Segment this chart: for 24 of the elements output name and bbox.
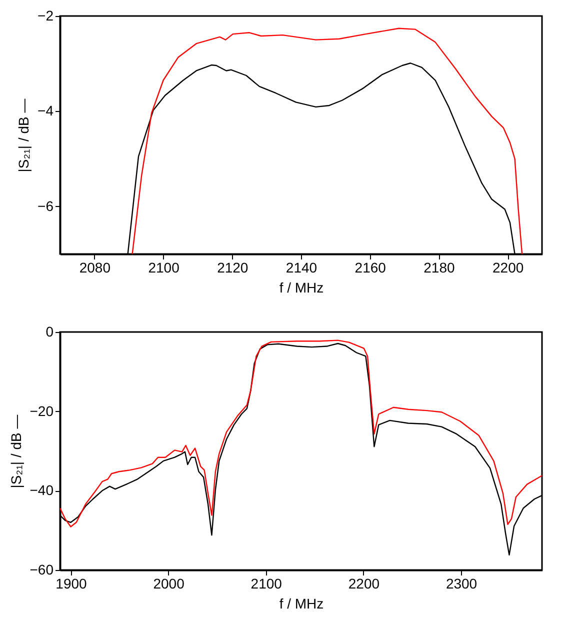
y-tick-label: −2 [38,8,54,24]
x-axis-title: f / MHz [279,596,324,612]
y-axis-title: |S₂₁| / dB — [8,414,24,488]
x-tick-label: 2140 [286,260,318,276]
y-tick-label: −40 [30,482,54,498]
y-tick-label: −20 [30,402,54,419]
y-tick-label: −6 [38,198,54,214]
x-tick-label: 2200 [492,260,524,276]
y-tick-label: −60 [30,562,54,578]
y-tick-label: 0 [46,324,54,340]
x-tick-label: 2000 [153,576,185,592]
y-tick-label: −4 [38,102,54,119]
x-tick-label: 2200 [348,576,380,592]
x-tick-label: 2100 [250,576,282,592]
x-tick-label: 2160 [354,260,386,276]
x-tick-label: 2120 [217,260,248,276]
x-tick-label: 2080 [79,260,111,276]
x-tick-label: 1900 [56,576,88,592]
x-axis-title: f / MHz [279,280,324,296]
x-tick-label: 2100 [148,260,180,276]
x-tick-label: 2180 [424,260,455,276]
x-tick-label: 2300 [446,576,478,592]
y-axis-title: |S₂₁| / dB — [16,98,32,172]
line-series [132,28,523,254]
